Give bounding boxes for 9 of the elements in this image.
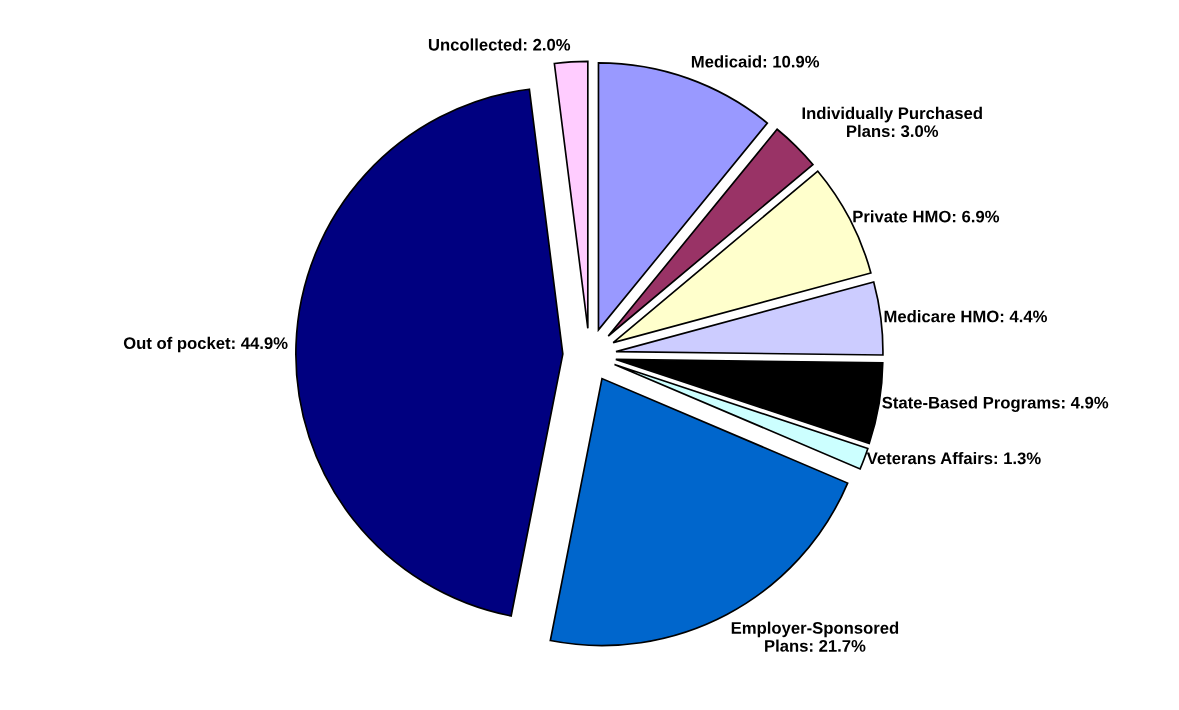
slice-label: Medicaid: 10.9% [691, 55, 820, 68]
slice-label: Uncollected: 2.0% [428, 38, 571, 51]
slice-label: Employer-Sponsored Plans: 21.7% [731, 621, 899, 652]
slice-label: Veterans Affairs: 1.3% [866, 451, 1041, 465]
slice-label: State-Based Programs: 4.9% [882, 396, 1109, 412]
slice-label: Out of pocket: 44.9% [123, 336, 288, 353]
slice-label: Medicare HMO: 4.4% [884, 310, 1047, 323]
slice-label: Private HMO: 6.9% [853, 210, 1000, 223]
slice-label: Individually Purchased Plans: 3.0% [802, 106, 982, 138]
